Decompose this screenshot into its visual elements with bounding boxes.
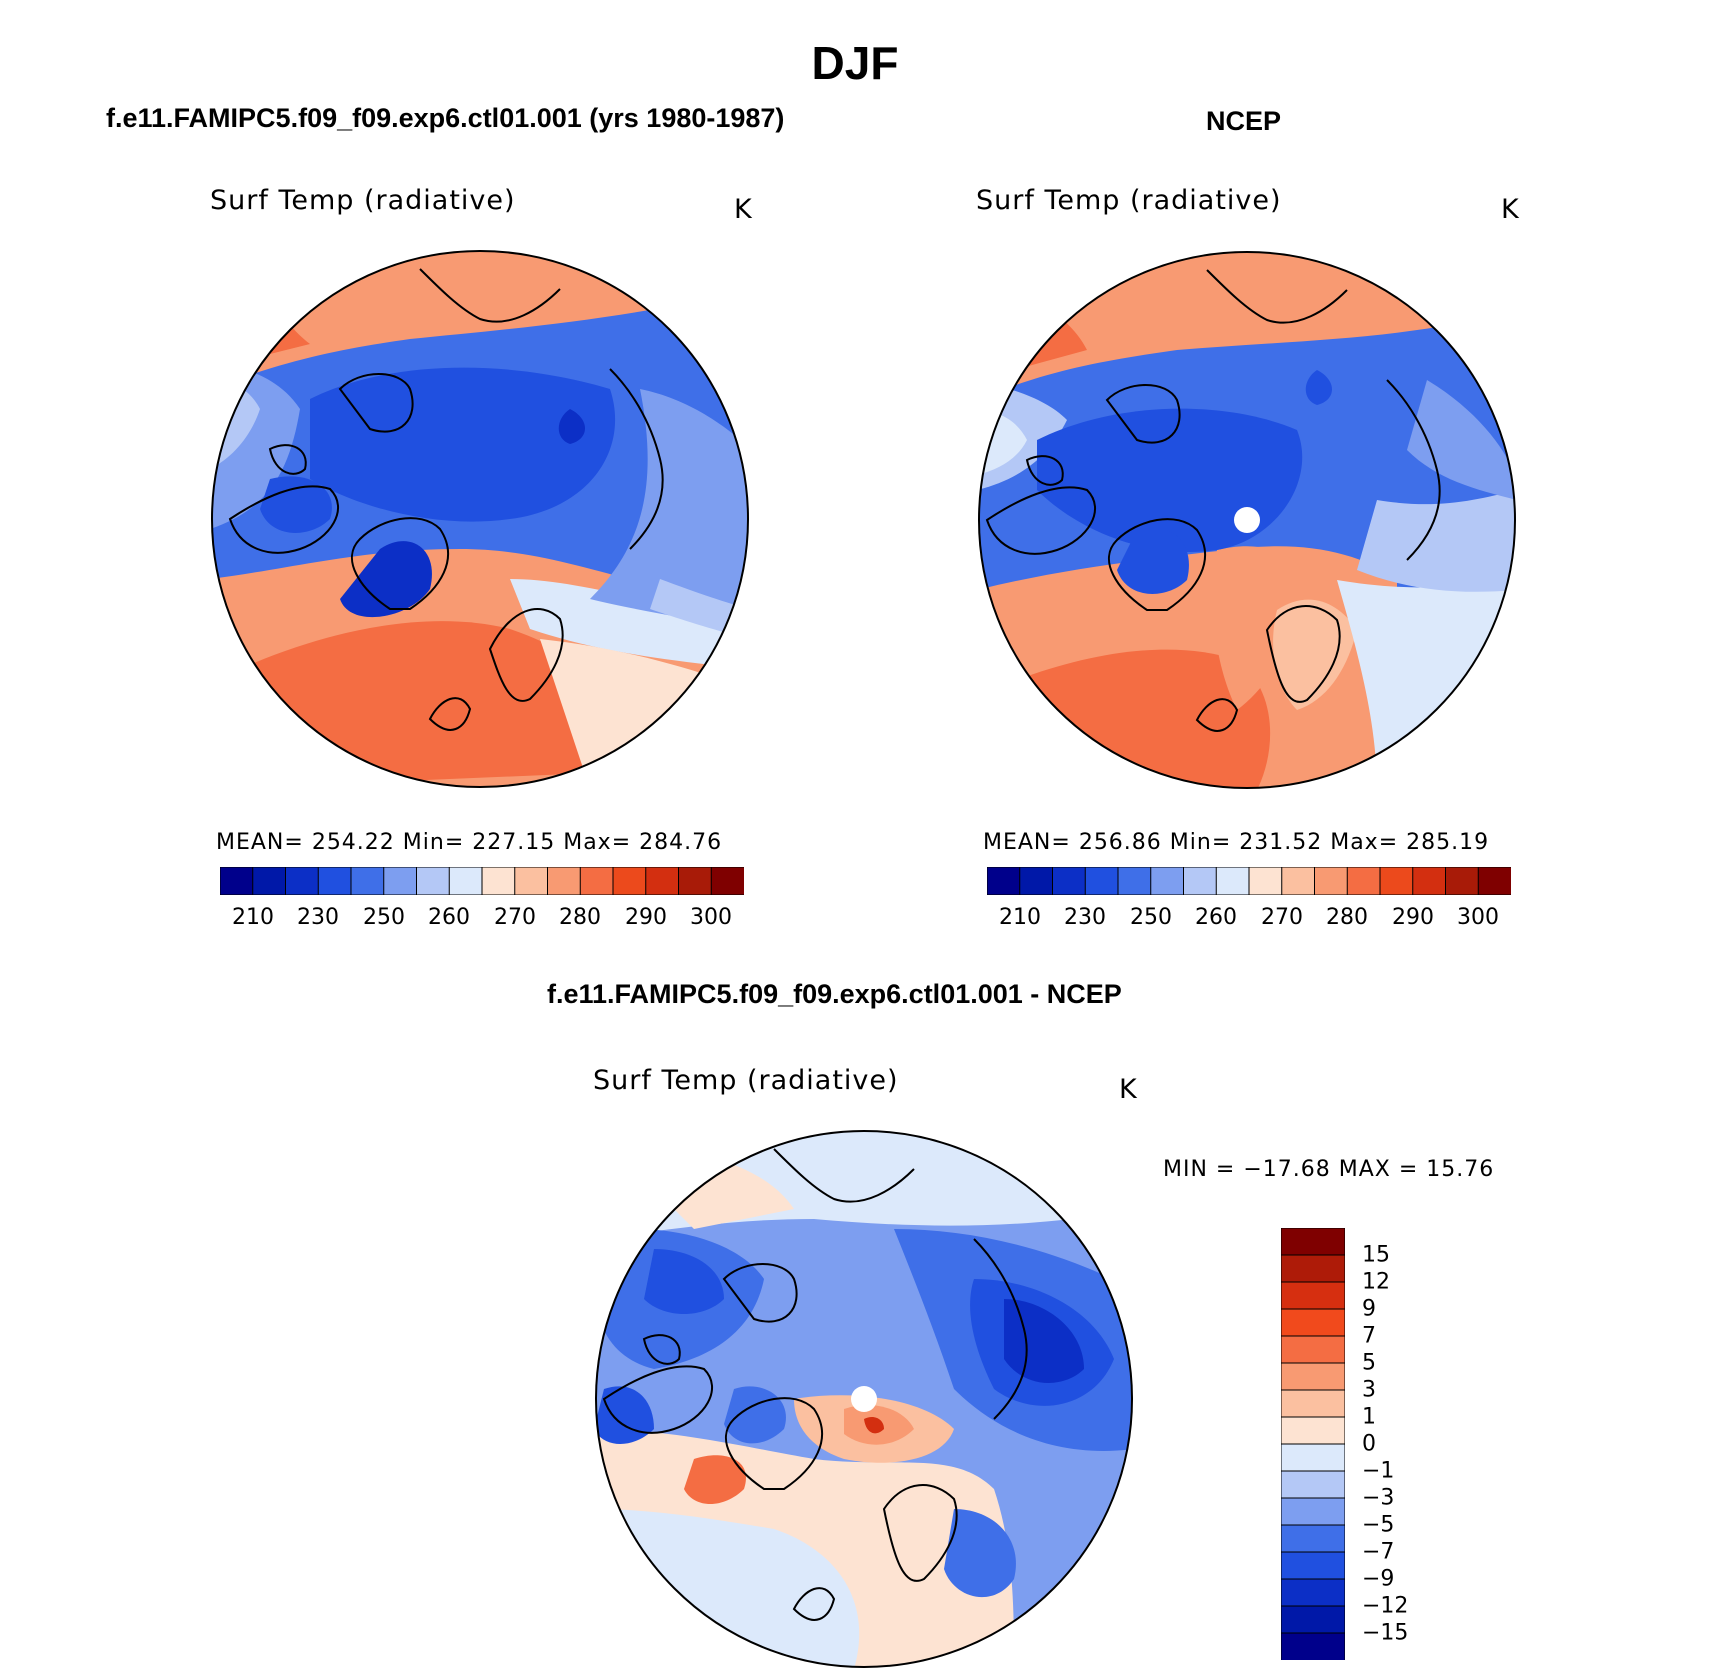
panel-1-tick-label: 210 [232, 905, 274, 930]
panel-1-tick-label: 270 [494, 905, 536, 930]
panel-1-colorbar-swatch [579, 867, 614, 895]
panel-3-colorbar-swatch [1281, 1497, 1345, 1526]
panel-3-tick-label: −9 [1362, 1566, 1395, 1592]
panel-1-tick-label: 250 [363, 905, 405, 930]
panel-1-colorbar-swatch [220, 867, 254, 895]
panel-1-colorbar-swatch [481, 867, 516, 895]
panel-2-colorbar-swatch [1445, 867, 1480, 895]
panel-1-colorbar-swatch [612, 867, 647, 895]
panel-3-variable-label: Surf Temp (radiative) [593, 1065, 899, 1096]
panel-3-tick-label: −5 [1362, 1512, 1395, 1538]
panel-2-colorbar-swatch [1117, 867, 1152, 895]
panel-3-colorbar-swatch [1281, 1605, 1345, 1634]
panel-2-colorbar-swatch [1150, 867, 1185, 895]
panel-1-units-label: K [734, 194, 753, 225]
panel-1-colorbar-swatch [547, 867, 582, 895]
panel-3-tick-label: −15 [1362, 1620, 1409, 1646]
panel-2-colorbar-swatch [1412, 867, 1447, 895]
panel-3-colorbar-swatch [1281, 1335, 1345, 1364]
panel-3-colorbar-swatch [1281, 1308, 1345, 1337]
panel-2-tick-label: 280 [1326, 905, 1368, 930]
panel-1-tick-label: 280 [559, 905, 601, 930]
panel-1-colorbar-swatch [710, 867, 744, 895]
panel-3-colorbar-swatch [1281, 1362, 1345, 1391]
panel-2-colorbar-swatch [1281, 867, 1316, 895]
panel-2-tick-label: 270 [1261, 905, 1303, 930]
panel-3-tick-label: 5 [1362, 1350, 1376, 1376]
panel-3-tick-label: −7 [1362, 1539, 1395, 1565]
panel-3-colorbar-swatch [1281, 1551, 1345, 1580]
panel-3-units-label: K [1119, 1074, 1138, 1105]
panel-3-tick-label: 15 [1362, 1242, 1390, 1268]
panel-3-colorbar-swatch [1281, 1524, 1345, 1553]
panel-2-polar-map [978, 251, 1516, 789]
panel-1-colorbar-swatch [350, 867, 385, 895]
main-title: DJF [811, 37, 899, 89]
panel-3-colorbar-swatch [1281, 1254, 1345, 1283]
panel-3-tick-label: −3 [1362, 1485, 1395, 1511]
panel-2-colorbar-swatch [1215, 867, 1250, 895]
panel-2-colorbar-swatch [1477, 867, 1511, 895]
panel-1-colorbar-swatch [678, 867, 713, 895]
panel-1-tick-label: 260 [428, 905, 470, 930]
panel-1-polar-map [211, 250, 749, 788]
panel-1-colorbar-swatch [448, 867, 483, 895]
panel-2-colorbar-swatch [1183, 867, 1218, 895]
panel-3-tick-label: 7 [1362, 1323, 1376, 1349]
panel-1-colorbar-swatch [285, 867, 320, 895]
panel-2-colorbar-swatch [1019, 867, 1054, 895]
panel-3-colorbar [1281, 1228, 1345, 1660]
panel-2-colorbar-swatch [1052, 867, 1087, 895]
panel-2-tick-label: 260 [1195, 905, 1237, 930]
panel-3-colorbar-swatch [1281, 1389, 1345, 1418]
panel-2-variable-label: Surf Temp (radiative) [976, 185, 1282, 216]
panel-3-tick-label: 9 [1362, 1296, 1376, 1322]
panel-3-colorbar-swatch [1281, 1281, 1345, 1310]
panel-1-stats: MEAN= 254.22 Min= 227.15 Max= 284.76 [216, 830, 723, 855]
panel-3-tick-label: −12 [1362, 1593, 1409, 1619]
panel-2-tick-label: 250 [1130, 905, 1172, 930]
panel-1-tick-label: 300 [690, 905, 732, 930]
panel-1-colorbar-swatch [645, 867, 680, 895]
panel-3-colorbar-swatch [1281, 1632, 1345, 1660]
panel-1-colorbar [220, 867, 744, 895]
panel-3-colorbar-swatch [1281, 1470, 1345, 1499]
panel-3-difference-map [595, 1130, 1133, 1668]
panel-3-tick-label: −1 [1362, 1458, 1395, 1484]
panel-3-title: f.e11.FAMIPC5.f09_f09.exp6.ctl01.001 - N… [547, 979, 1122, 1009]
panel-2-colorbar-swatch [1248, 867, 1283, 895]
panel-2-stats: MEAN= 256.86 Min= 231.52 Max= 285.19 [983, 830, 1490, 855]
panel-2-tick-label: 290 [1392, 905, 1434, 930]
panel-3-tick-label: 1 [1362, 1404, 1376, 1430]
panel-2-colorbar [987, 867, 1511, 895]
panel-2-colorbar-swatch [1379, 867, 1414, 895]
panel-3-tick-label: 0 [1362, 1431, 1376, 1457]
panel-1-title: f.e11.FAMIPC5.f09_f09.exp6.ctl01.001 (yr… [106, 103, 785, 133]
panel-2-colorbar-swatch [1314, 867, 1349, 895]
panel-2-units-label: K [1501, 194, 1520, 225]
panel-3-colorbar-swatch [1281, 1416, 1345, 1445]
panel-2-tick-label: 300 [1457, 905, 1499, 930]
panel-3-tick-label: 12 [1362, 1269, 1390, 1295]
panel-3-colorbar-swatch [1281, 1443, 1345, 1472]
panel-1-colorbar-swatch [317, 867, 352, 895]
panel-3-stats: MIN = −17.68 MAX = 15.76 [1163, 1157, 1495, 1182]
panel-2-tick-label: 210 [999, 905, 1041, 930]
panel-1-colorbar-swatch [416, 867, 451, 895]
panel-2-colorbar-swatch [1346, 867, 1381, 895]
panel-2-title: NCEP [1206, 106, 1282, 136]
panel-2-colorbar-swatch [1084, 867, 1119, 895]
panel-2-tick-label: 230 [1064, 905, 1106, 930]
panel-3-colorbar-swatch [1281, 1578, 1345, 1607]
panel-1-variable-label: Surf Temp (radiative) [210, 185, 516, 216]
panel-1-colorbar-swatch [383, 867, 418, 895]
panel-1-tick-label: 230 [297, 905, 339, 930]
panel-3-colorbar-swatch [1281, 1228, 1345, 1256]
panel-1-colorbar-swatch [252, 867, 287, 895]
panel-3-tick-label: 3 [1362, 1377, 1376, 1403]
panel-1-tick-label: 290 [625, 905, 667, 930]
panel-2-colorbar-swatch [987, 867, 1021, 895]
panel-1-colorbar-swatch [514, 867, 549, 895]
